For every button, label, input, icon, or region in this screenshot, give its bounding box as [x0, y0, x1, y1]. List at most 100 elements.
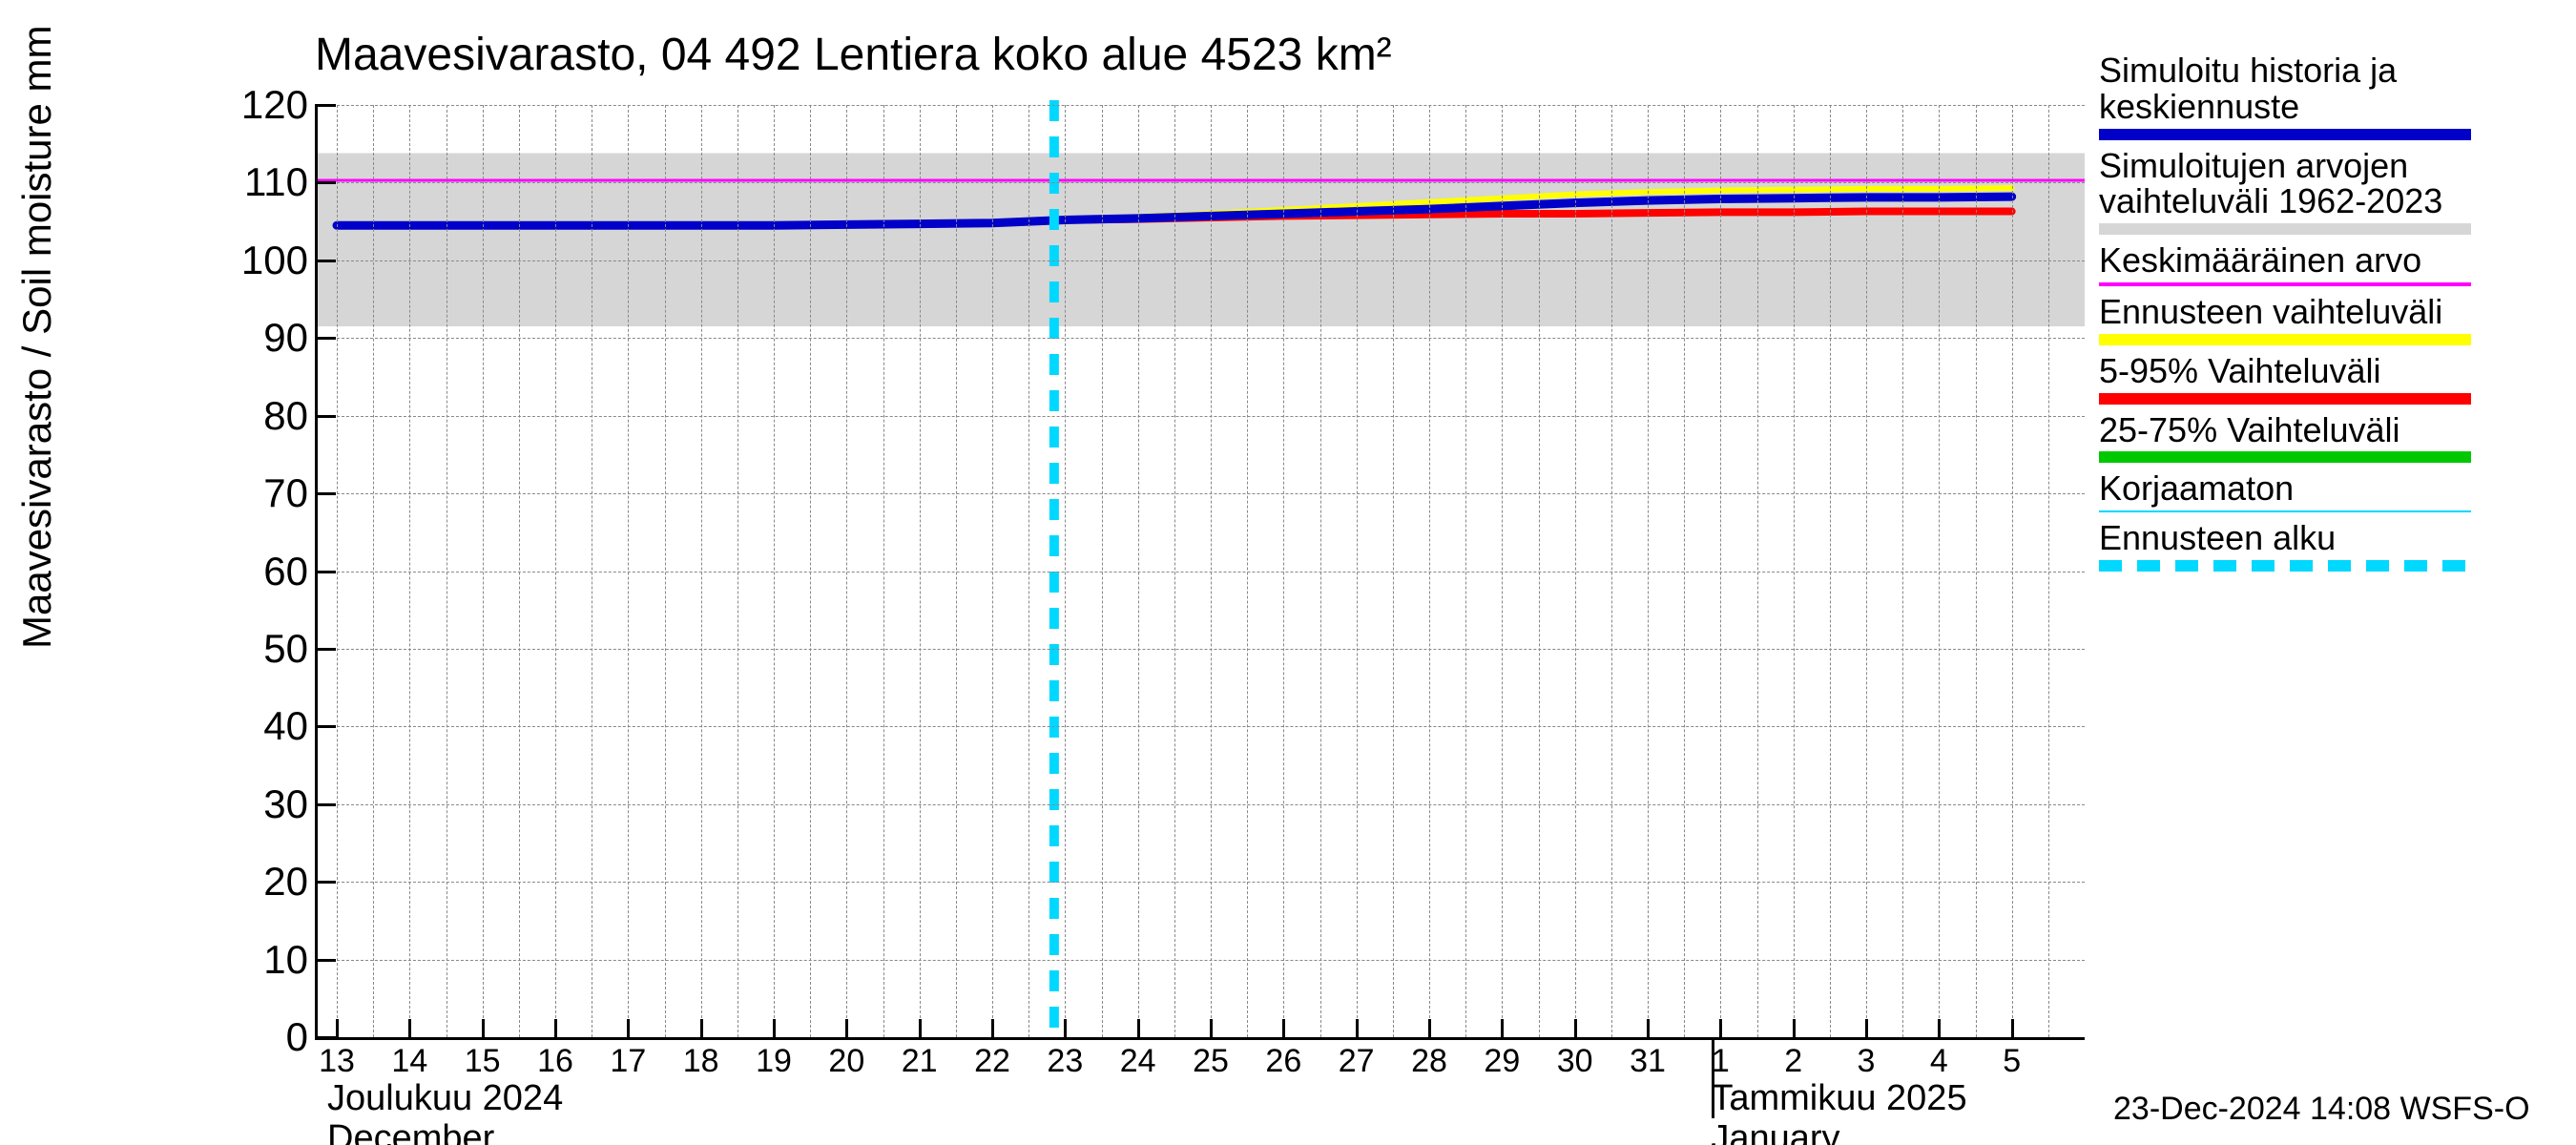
- gridline-v-minor: [1028, 105, 1029, 1037]
- gridline-v: [1065, 105, 1066, 1037]
- y-tick-mark: [315, 881, 336, 884]
- x-tick-label: 4: [1930, 1043, 1948, 1080]
- gridline-h: [318, 105, 2085, 106]
- gridline-v-minor: [1320, 105, 1321, 1037]
- gridline-v-minor: [1102, 105, 1103, 1037]
- gridline-v-minor: [1611, 105, 1612, 1037]
- gridline-v: [1502, 105, 1503, 1037]
- gridline-v-minor: [373, 105, 374, 1037]
- gridline-h: [318, 882, 2085, 883]
- gridline-v: [2012, 105, 2013, 1037]
- gridline-h: [318, 804, 2085, 805]
- y-axis-label: Maavesivarasto / Soil moisture mm: [14, 25, 60, 649]
- legend-swatch: [2099, 334, 2471, 345]
- y-tick-mark: [315, 571, 336, 573]
- x-tick-label: 27: [1339, 1043, 1375, 1080]
- x-tick-label: 28: [1411, 1043, 1447, 1080]
- y-tick-label: 60: [263, 549, 308, 594]
- x-tick-mark: [1647, 1019, 1650, 1040]
- y-tick-mark: [315, 104, 336, 107]
- x-tick-label: 17: [610, 1043, 646, 1080]
- x-tick-label: 23: [1047, 1043, 1083, 1080]
- y-tick-label: 80: [263, 393, 308, 439]
- x-tick-label: 13: [319, 1043, 355, 1080]
- x-tick-label: 24: [1120, 1043, 1156, 1080]
- x-tick-mark: [2011, 1019, 2014, 1040]
- gridline-v-minor: [1247, 105, 1248, 1037]
- y-tick-label: 100: [241, 238, 308, 283]
- gridline-v: [555, 105, 556, 1037]
- gridline-v-minor: [1465, 105, 1466, 1037]
- month-divider: [1712, 1037, 1714, 1118]
- legend-label: Ennusteen alku: [2099, 520, 2557, 556]
- gridline-v-minor: [883, 105, 884, 1037]
- x-tick-mark: [1137, 1019, 1140, 1040]
- x-tick-label: 29: [1484, 1043, 1520, 1080]
- gridline-v: [920, 105, 921, 1037]
- legend-entry: Simuloitujen arvojenvaihteluväli 1962-20…: [2099, 148, 2557, 236]
- y-tick-label: 120: [241, 82, 308, 128]
- gridline-h: [318, 726, 2085, 727]
- legend-entry: Keskimääräinen arvo: [2099, 242, 2557, 286]
- gridline-v: [1429, 105, 1430, 1037]
- x-tick-label: 31: [1630, 1043, 1666, 1080]
- legend-label: Simuloitu historia jakeskiennuste: [2099, 52, 2557, 125]
- y-tick-mark: [315, 725, 336, 728]
- gridline-v-minor: [1830, 105, 1831, 1037]
- y-tick-label: 110: [244, 159, 308, 205]
- legend-entry: Simuloitu historia jakeskiennuste: [2099, 52, 2557, 140]
- x-tick-label: 15: [465, 1043, 501, 1080]
- gridline-v-minor: [1393, 105, 1394, 1037]
- legend-swatch: [2099, 560, 2471, 572]
- gridline-h: [318, 960, 2085, 961]
- legend-label: 25-75% Vaihteluväli: [2099, 412, 2557, 448]
- gridline-v-minor: [2048, 105, 2049, 1037]
- y-tick-label: 50: [263, 626, 308, 672]
- x-tick-label: 2: [1784, 1043, 1802, 1080]
- legend-entry: Ennusteen vaihteluväli: [2099, 294, 2557, 345]
- x-tick-mark: [773, 1019, 776, 1040]
- x-tick-label: 25: [1193, 1043, 1229, 1080]
- gridline-v-minor: [1976, 105, 1977, 1037]
- x-tick-label: 21: [902, 1043, 938, 1080]
- gridline-v-minor: [1902, 105, 1903, 1037]
- x-tick-mark: [1210, 1019, 1213, 1040]
- gridline-v-minor: [956, 105, 957, 1037]
- x-tick-label: 3: [1858, 1043, 1876, 1080]
- x-tick-label: 22: [974, 1043, 1010, 1080]
- gridline-v: [1866, 105, 1867, 1037]
- x-tick-mark: [1064, 1019, 1067, 1040]
- gridline-v-minor: [1757, 105, 1758, 1037]
- x-tick-mark: [408, 1019, 411, 1040]
- gridline-v: [483, 105, 484, 1037]
- x-tick-label: 26: [1265, 1043, 1301, 1080]
- x-tick-mark: [1282, 1019, 1285, 1040]
- legend-label: Keskimääräinen arvo: [2099, 242, 2557, 279]
- gridline-v: [1794, 105, 1795, 1037]
- x-tick-label: 5: [2003, 1043, 2021, 1080]
- gridline-v-minor: [519, 105, 520, 1037]
- x-tick-mark: [627, 1019, 630, 1040]
- gridline-v: [1720, 105, 1721, 1037]
- y-tick-mark: [315, 959, 336, 962]
- gridline-v-minor: [1684, 105, 1685, 1037]
- legend-entry: Korjaamaton: [2099, 470, 2557, 512]
- gridline-v-minor: [737, 105, 738, 1037]
- x-month-label: Joulukuu 2024December: [327, 1079, 563, 1145]
- x-tick-mark: [554, 1019, 557, 1040]
- x-tick-mark: [919, 1019, 922, 1040]
- x-tick-mark: [1356, 1019, 1359, 1040]
- gridline-v: [1357, 105, 1358, 1037]
- y-tick-mark: [315, 492, 336, 495]
- y-tick-label: 30: [263, 781, 308, 827]
- gridline-v-minor: [1539, 105, 1540, 1037]
- gridline-h: [318, 182, 2085, 183]
- legend-swatch: [2099, 223, 2471, 235]
- x-tick-label: 16: [537, 1043, 573, 1080]
- plot-area: 0102030405060708090100110120131415161718…: [315, 105, 2085, 1040]
- gridline-v: [1575, 105, 1576, 1037]
- x-month-label: Tammikuu 2025January: [1711, 1079, 1966, 1145]
- y-tick-mark: [315, 181, 336, 184]
- y-tick-mark: [315, 648, 336, 651]
- gridline-h: [318, 260, 2085, 261]
